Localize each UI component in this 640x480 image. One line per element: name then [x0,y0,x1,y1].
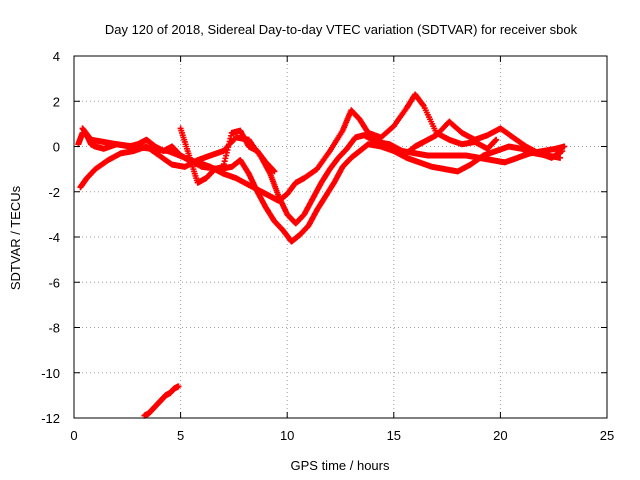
y-tick-label: 2 [53,94,60,109]
y-tick-label: -12 [41,411,60,426]
y-tick-labels: -12 -10 -8 -6 -4 -2 0 2 4 [41,49,60,426]
x-tick-label: 5 [177,428,184,443]
y-tick-label: -4 [48,230,60,245]
data-point [493,136,500,143]
chart-title: Day 120 of 2018, Sidereal Day-to-day VTE… [105,22,578,37]
x-tick-label: 25 [600,428,614,443]
y-tick-label: -10 [41,366,60,381]
y-tick-label: -8 [48,321,60,336]
data-point [271,168,278,175]
data-point [175,383,182,390]
x-axis-label: GPS time / hours [291,458,390,473]
x-tick-label: 10 [280,428,294,443]
y-axis-label: SDTVAR / TECUs [8,185,23,290]
x-tick-labels: 0 5 10 15 20 25 [70,428,614,443]
x-tick-label: 0 [70,428,77,443]
series-track-6 [403,118,566,161]
x-tick-label: 15 [387,428,401,443]
tick-marks [73,55,608,419]
data-point [561,143,568,150]
x-tick-label: 20 [493,428,507,443]
data-points [75,91,568,419]
series-track-4 [141,383,182,419]
plot-frame [73,55,608,419]
y-tick-label: 4 [53,49,60,64]
data-point [559,148,566,155]
data-point [557,154,564,161]
y-tick-label: 0 [53,140,60,155]
grid-layer [74,56,607,418]
series-track-5 [177,125,278,186]
y-tick-label: -2 [48,185,60,200]
y-tick-label: -6 [48,275,60,290]
